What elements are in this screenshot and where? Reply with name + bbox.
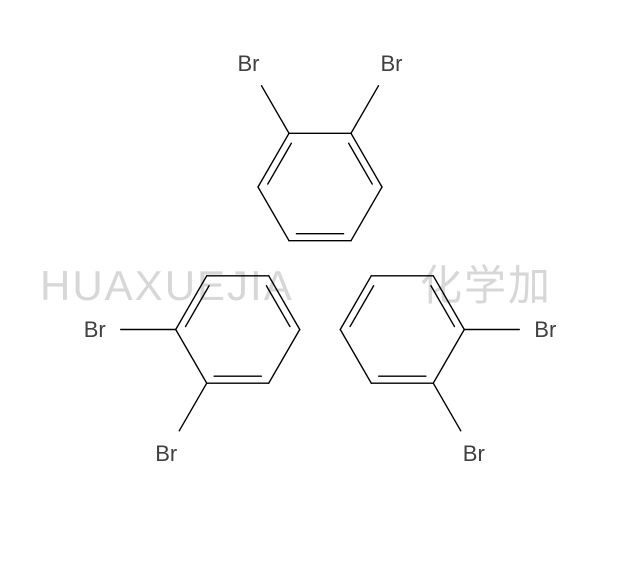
atom-label-br: Br [155, 441, 177, 466]
atom-label-br: Br [534, 317, 556, 342]
atom-label-br: Br [381, 51, 403, 76]
atom-label-br: Br [84, 317, 106, 342]
watermark-left: HUAXUEJIA [40, 262, 294, 309]
atom-label-br: Br [463, 441, 485, 466]
atom-label-br: Br [238, 51, 260, 76]
